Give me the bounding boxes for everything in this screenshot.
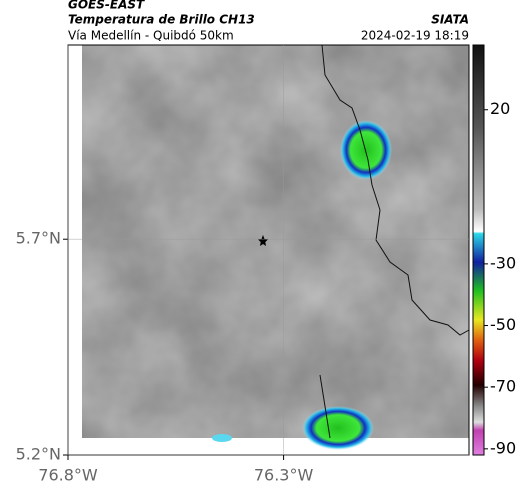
colorbar-label: -50 xyxy=(490,315,516,334)
lon-label: 76.3°W xyxy=(254,466,314,485)
station xyxy=(258,235,268,246)
lat-label: 5.7°N xyxy=(16,229,61,248)
org: SIATA xyxy=(431,13,469,27)
colorbar-label: 20 xyxy=(490,99,510,118)
borders xyxy=(319,44,470,439)
lon-label: 76.8°W xyxy=(38,466,98,485)
title: Temperatura de Brillo CH13 xyxy=(68,13,255,27)
colorbar xyxy=(472,44,485,456)
colorbar-label: -70 xyxy=(490,377,516,396)
lat-label: 5.2°N xyxy=(16,445,61,464)
colorbar-label: -90 xyxy=(490,438,516,457)
source: GOES-EAST xyxy=(68,0,145,12)
colorbar-label: -30 xyxy=(490,253,516,272)
satellite-image xyxy=(82,45,469,450)
subtitle: Vía Medellín - Quibdó 50km xyxy=(68,29,234,43)
datetime: 2024-02-19 18:19 xyxy=(361,29,469,43)
